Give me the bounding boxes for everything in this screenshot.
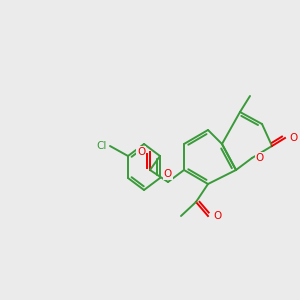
Text: O: O bbox=[164, 169, 172, 179]
Text: O: O bbox=[213, 211, 221, 221]
Text: O: O bbox=[137, 147, 145, 157]
Text: Cl: Cl bbox=[97, 141, 107, 151]
Text: O: O bbox=[290, 133, 298, 143]
Text: O: O bbox=[256, 153, 264, 163]
